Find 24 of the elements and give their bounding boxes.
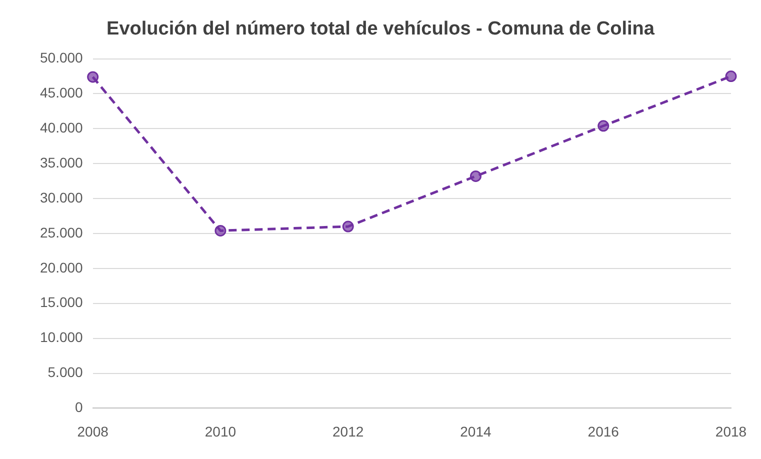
x-tick-label: 2012 (332, 423, 364, 440)
point (598, 120, 610, 132)
y-tick-label: 35.000 (40, 154, 84, 170)
chart-title: Evolución del número total de vehículos - Comuna de Colina (106, 18, 655, 40)
x-tick-label: 2008 (77, 423, 109, 440)
y-tick-label: 15.000 (40, 294, 84, 310)
x-tick-label: 2018 (715, 423, 747, 440)
y-tick-label: 10.000 (40, 329, 84, 346)
y-tick-label: 50.000 (40, 50, 84, 66)
point (87, 71, 99, 83)
point (470, 170, 482, 182)
point (214, 224, 226, 236)
point (342, 220, 354, 232)
y-tick-label: 30.000 (40, 189, 84, 206)
y-tick-label: 0 (75, 399, 84, 416)
y-tick-label: 25.000 (40, 224, 84, 240)
point (725, 70, 737, 82)
y-tick-label: 20.000 (40, 259, 84, 276)
x-tick-label: 2016 (588, 423, 620, 440)
y-tick-label: 45.000 (40, 84, 84, 101)
y-tick-label: 40.000 (40, 120, 84, 136)
x-tick-label: 2010 (204, 423, 236, 440)
y-tick-label: 5.000 (48, 364, 84, 380)
x-tick-label: 2014 (460, 423, 492, 440)
